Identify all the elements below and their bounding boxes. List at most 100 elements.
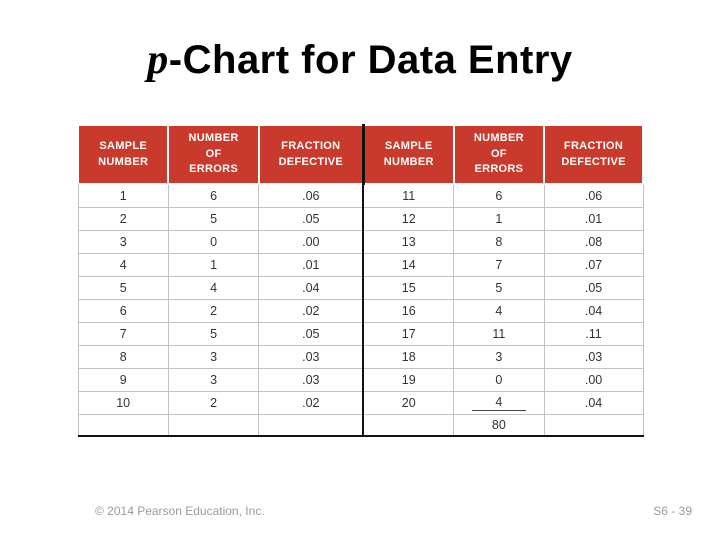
table-cell: 15	[362, 276, 455, 300]
table-row: 9 3 .03 19 0 .00	[77, 368, 644, 392]
cell-value: 3	[210, 350, 218, 364]
table-row: 1 6 .06 11 6 .06	[77, 183, 644, 208]
cell-value: 14	[401, 258, 416, 272]
header-row: SAMPLE NUMBER NUMBER OF ERRORS FRACTION …	[76, 124, 644, 185]
cell-value: 7	[495, 258, 503, 272]
table-cell: .07	[543, 253, 644, 277]
table-cell: 2	[77, 207, 169, 231]
table-cell: 4	[453, 299, 545, 323]
cell-value: .04	[302, 281, 320, 295]
cell-value: 9	[119, 373, 127, 387]
cell-value: .03	[302, 350, 320, 364]
table-row: 7 5 .05 17 11 .11	[77, 322, 644, 346]
table-cell: .03	[258, 345, 364, 369]
cell-value: 0	[210, 235, 218, 249]
cell-value: 4	[119, 258, 127, 272]
table-header: SAMPLE NUMBER NUMBER OF ERRORS FRACTION …	[76, 124, 644, 185]
table-cell: 3	[77, 230, 169, 254]
table-cell: 8	[453, 230, 545, 254]
cell-value: 5	[210, 212, 218, 226]
title-p-italic: p	[147, 37, 169, 83]
table-cell: 16	[362, 299, 455, 323]
table-cell: 0	[167, 230, 260, 254]
table-cell	[77, 414, 169, 437]
cell-value: .01	[302, 258, 320, 272]
table-cell: .01	[543, 207, 644, 231]
header-number-of-errors-left: NUMBER OF ERRORS	[167, 124, 260, 185]
table-cell: 17	[362, 322, 455, 346]
table-cell: 5	[167, 322, 260, 346]
table-cell: .04	[543, 391, 644, 415]
cell-value: 4	[495, 304, 503, 318]
header-fraction-defective-right: FRACTION DEFECTIVE	[543, 124, 644, 185]
table-cell	[362, 414, 455, 437]
table-cell: 12	[362, 207, 455, 231]
table-cell	[543, 414, 644, 437]
table-cell: .01	[258, 253, 364, 277]
cell-value: .05	[302, 212, 320, 226]
cell-value: .06	[584, 189, 603, 203]
table-cell: 5	[167, 207, 260, 231]
cell-value: 15	[401, 281, 416, 295]
table-cell: 4	[453, 391, 545, 415]
table-cell: 7	[453, 253, 545, 277]
table-cell: 6	[453, 183, 545, 208]
cell-value: 3	[210, 373, 218, 387]
cell-value: 5	[210, 327, 218, 341]
table-cell: .06	[258, 183, 364, 208]
cell-value: .01	[584, 212, 603, 226]
cell-value: 80	[491, 418, 506, 432]
cell-value: 18	[401, 350, 416, 364]
table-cell: 3	[453, 345, 545, 369]
cell-value: 11	[402, 189, 416, 203]
cell-value: 11	[492, 327, 506, 341]
cell-value: 5	[119, 281, 127, 295]
cell-value: .04	[584, 396, 603, 410]
cell-value: 8	[495, 235, 503, 249]
table-cell: 2	[167, 299, 260, 323]
table-row: 4 1 .01 14 7 .07	[77, 253, 644, 277]
table-cell: 20	[362, 391, 455, 415]
copyright-text: © 2014 Pearson Education, Inc.	[95, 504, 265, 518]
table-cell: 3	[167, 345, 260, 369]
table-row: 8 3 .03 18 3 .03	[77, 345, 644, 369]
header-number-of-errors-right: NUMBER OF ERRORS	[452, 124, 546, 185]
table-cell	[167, 414, 260, 437]
cell-value: 17	[401, 327, 416, 341]
cell-value: 0	[495, 373, 503, 387]
table-row: 5 4 .04 15 5 .05	[77, 276, 644, 300]
cell-value: .06	[302, 189, 320, 203]
table-cell: 4	[77, 253, 169, 277]
cell-value: 12	[401, 212, 416, 226]
cell-value: 20	[401, 396, 416, 410]
table-cell: .04	[258, 276, 364, 300]
cell-value: .04	[584, 304, 603, 318]
table-cell: 8	[77, 345, 169, 369]
cell-value: .08	[584, 235, 603, 249]
table-cell: .05	[543, 276, 644, 300]
table-row: 10 2 .02 20 4 .04	[77, 391, 644, 415]
table-cell: 11	[453, 322, 545, 346]
header-sample-number-right: SAMPLE NUMBER	[361, 124, 455, 185]
cell-value: .03	[302, 373, 320, 387]
cell-value: 19	[401, 373, 416, 387]
header-sample-number-left: SAMPLE NUMBER	[76, 124, 170, 185]
table-cell: 3	[167, 368, 260, 392]
cell-value: 1	[119, 189, 127, 203]
table-cell: 1	[77, 183, 169, 208]
table-cell: 13	[362, 230, 455, 254]
table-cell: .00	[543, 368, 644, 392]
table-cell: 14	[362, 253, 455, 277]
table-cell: .04	[543, 299, 644, 323]
cell-value: 8	[119, 350, 127, 364]
cell-value: .02	[302, 304, 320, 318]
table-cell	[258, 414, 364, 437]
table-cell: 80	[453, 414, 545, 437]
table-cell: 7	[77, 322, 169, 346]
cell-value: 7	[119, 327, 127, 341]
table-row: 6 2 .02 16 4 .04	[77, 299, 644, 323]
table-cell: 5	[453, 276, 545, 300]
cell-value: 6	[119, 304, 127, 318]
table-cell: 5	[77, 276, 169, 300]
cell-value: .05	[302, 327, 320, 341]
